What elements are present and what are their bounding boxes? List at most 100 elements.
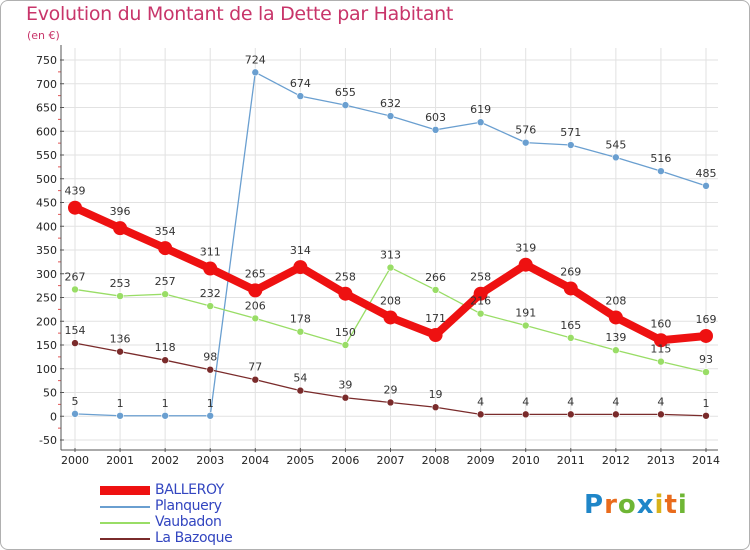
- data-point-planquery: [206, 411, 215, 420]
- y-tick-label: 0: [50, 410, 57, 423]
- data-label-balleroy: 258: [470, 271, 491, 284]
- data-label-balleroy: 314: [290, 244, 311, 257]
- data-label-layer: 5 1 1 1 724 674 655 632 603 619 576 571 545 516 485 267…: [65, 53, 717, 409]
- x-tick-label: 2005: [286, 454, 314, 467]
- x-tick-label: 2009: [467, 454, 495, 467]
- data-point-vaubadon: [521, 321, 530, 330]
- x-tick-label: 2002: [151, 454, 179, 467]
- y-tick-label: 100: [36, 363, 57, 376]
- data-point-balleroy: [338, 286, 353, 301]
- data-label-planquery: 5: [72, 395, 79, 408]
- y-tick-label: 550: [36, 149, 57, 162]
- data-point-vaubadon: [116, 292, 124, 300]
- data-label-balleroy: 208: [380, 294, 401, 307]
- data-label-planquery: 1: [117, 397, 124, 410]
- data-point-planquery: [431, 126, 440, 134]
- data-point-balleroy: [653, 333, 668, 348]
- x-tick-label: 2004: [241, 454, 269, 467]
- data-point-vaubadon: [702, 368, 710, 376]
- data-label-balleroy: 354: [155, 225, 176, 238]
- y-tick-label: 650: [36, 102, 57, 115]
- data-label-balleroy: 311: [200, 246, 221, 259]
- data-point-la-bazoque: [476, 410, 485, 419]
- data-label-vaubadon: 216: [470, 295, 491, 308]
- data-label-planquery: 571: [560, 126, 581, 139]
- data-point-vaubadon: [612, 346, 620, 355]
- grid-layer: [63, 48, 718, 448]
- data-label-planquery: 619: [470, 103, 491, 116]
- data-point-vaubadon: [431, 286, 440, 294]
- data-point-la-bazoque: [296, 386, 305, 395]
- series-layer: [68, 68, 713, 420]
- y-tick-label: 400: [36, 220, 57, 233]
- legend-label-vaubadon: Vaubadon: [155, 514, 222, 530]
- data-label-planquery: 516: [650, 152, 671, 165]
- data-label-la-bazoque: 4: [657, 395, 664, 408]
- data-label-la-bazoque: 54: [293, 372, 307, 385]
- x-tick-label: 2014: [692, 454, 720, 467]
- y-tick-label: 50: [43, 387, 57, 400]
- data-point-la-bazoque: [431, 403, 440, 412]
- data-point-balleroy: [699, 328, 713, 343]
- data-label-vaubadon: 93: [699, 353, 713, 366]
- data-point-vaubadon: [386, 263, 395, 272]
- data-point-vaubadon: [206, 302, 215, 310]
- data-label-la-bazoque: 118: [155, 341, 176, 354]
- data-label-la-bazoque: 1: [703, 397, 710, 410]
- y-tick-label: 150: [36, 339, 57, 352]
- data-label-vaubadon: 232: [200, 287, 221, 300]
- data-label-vaubadon: 191: [515, 307, 536, 320]
- data-label-la-bazoque: 77: [248, 361, 262, 374]
- data-point-planquery: [612, 153, 620, 162]
- data-label-vaubadon: 266: [425, 271, 446, 284]
- data-label-planquery: 655: [335, 86, 356, 99]
- data-point-la-bazoque: [521, 410, 530, 419]
- data-point-balleroy: [248, 283, 263, 298]
- x-tick-label: 2011: [557, 454, 585, 467]
- data-label-balleroy: 208: [605, 294, 626, 307]
- y-tick-label: 350: [36, 244, 57, 257]
- data-point-balleroy: [68, 200, 82, 215]
- legend-swatch-planquery: [100, 506, 150, 508]
- legend-item-balleroy: BALLEROY: [100, 482, 300, 498]
- data-point-la-bazoque: [161, 356, 169, 365]
- data-label-balleroy: 171: [425, 312, 446, 325]
- data-point-vaubadon: [161, 290, 169, 298]
- legend-item-la-bazoque: La Bazoque: [100, 530, 300, 546]
- data-label-planquery: 545: [605, 138, 626, 151]
- data-point-planquery: [116, 411, 124, 420]
- data-point-balleroy: [293, 260, 308, 275]
- legend-label-planquery: Planquery: [155, 498, 222, 514]
- data-label-balleroy: 265: [245, 267, 266, 280]
- data-point-la-bazoque: [612, 410, 620, 419]
- data-label-balleroy: 396: [110, 205, 131, 218]
- data-label-balleroy: 439: [65, 185, 86, 198]
- data-label-la-bazoque: 98: [203, 351, 217, 364]
- data-point-planquery: [251, 68, 260, 77]
- data-label-planquery: 603: [425, 111, 446, 124]
- data-label-planquery: 485: [696, 167, 717, 180]
- data-label-balleroy: 160: [650, 317, 671, 330]
- data-label-la-bazoque: 4: [477, 395, 484, 408]
- y-tick-label: -50: [39, 434, 57, 447]
- data-point-planquery: [71, 410, 79, 418]
- data-label-planquery: 674: [290, 77, 311, 90]
- data-label-vaubadon: 206: [245, 299, 266, 312]
- legend-swatch-vaubadon: [100, 522, 150, 524]
- data-label-la-bazoque: 4: [522, 395, 529, 408]
- y-tick-label: 750: [36, 54, 57, 67]
- data-point-planquery: [566, 141, 575, 149]
- y-tick-label: 450: [36, 197, 57, 210]
- data-label-vaubadon: 115: [650, 343, 671, 356]
- data-point-balleroy: [428, 328, 443, 343]
- data-point-vaubadon: [251, 314, 260, 323]
- data-point-planquery: [521, 138, 530, 147]
- data-label-vaubadon: 267: [65, 270, 86, 283]
- data-label-vaubadon: 253: [110, 277, 131, 290]
- data-point-la-bazoque: [566, 410, 575, 419]
- data-label-planquery: 632: [380, 97, 401, 110]
- data-label-la-bazoque: 39: [338, 379, 352, 392]
- data-label-vaubadon: 257: [155, 275, 176, 288]
- data-point-la-bazoque: [71, 339, 79, 347]
